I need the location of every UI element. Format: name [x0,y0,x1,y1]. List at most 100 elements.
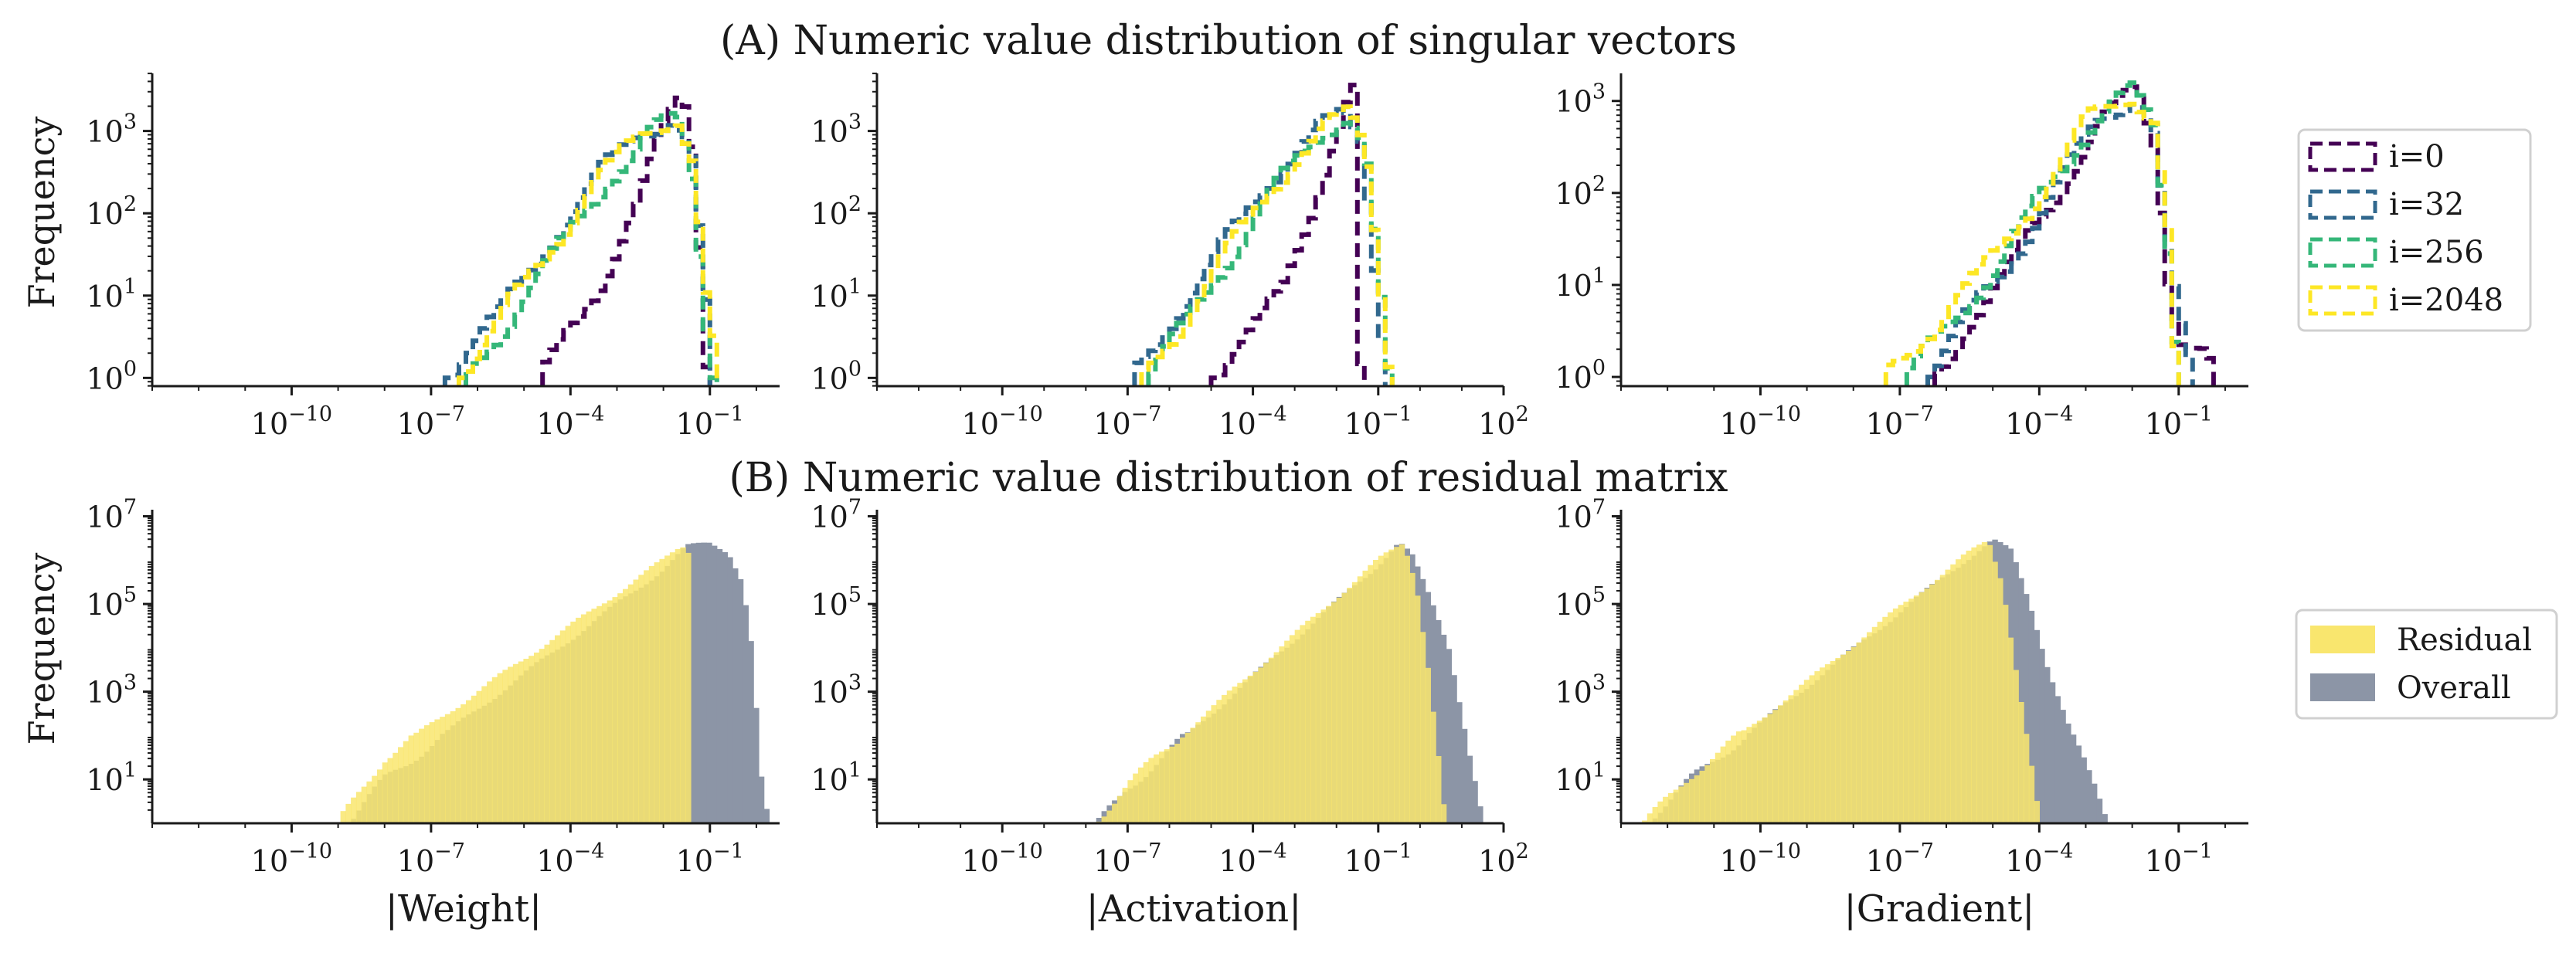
y-tick-label: 101 [86,758,137,797]
hist-bar [1652,807,1658,823]
hist-bar [1133,773,1139,823]
hist-bar [1956,559,1962,823]
hist-bar [1112,803,1118,823]
hist-bar [669,552,676,823]
x-tick-label: 10−4 [2005,839,2073,878]
hist-bar [345,803,352,823]
hist-bar [508,666,514,823]
x-tick-label: 102 [1478,402,1529,441]
hist-bar [1373,560,1379,823]
hist-bar [1710,759,1716,823]
hist-bar [1383,552,1389,823]
hist-bar [1180,737,1186,823]
series-line [540,95,712,386]
hist-bar [1735,731,1742,823]
hist-bar [1657,801,1664,823]
figure-title-b: (B) Numeric value distribution of residu… [729,455,1728,501]
hist-bar [1809,675,1815,823]
legend-row-a[interactable]: i=0 i=32 i=256 i=2048 [2297,128,2532,332]
hist-bar [638,575,644,823]
series-line [457,123,719,386]
xlabel-activation: |Activation| [1086,887,1302,931]
legend-label-overall: Overall [2397,670,2511,706]
hist-bar [586,611,592,823]
hist-bar [1201,716,1207,823]
ylabel-row-b: Frequency [21,553,63,745]
legend-label-i2048: i=2048 [2389,283,2503,318]
hist-bar [712,545,718,823]
x-tick-label: 10−10 [251,402,332,441]
hist-bar [1856,642,1862,823]
series-a2-i0 [1208,83,1367,386]
x-tick-label: 10−4 [536,402,604,441]
hist-bar [758,776,765,823]
hist-bar [377,769,383,823]
hist-bar [1205,711,1212,823]
hist-bar [1850,646,1857,823]
hist-bar [1918,592,1925,823]
y-tick-label: 105 [1555,583,1606,622]
hist-bar [1190,727,1196,823]
hist-bar [1835,658,1841,823]
hist-bar [544,644,550,823]
hist-bar [695,542,702,823]
x-tick-label: 10−1 [2145,839,2213,878]
hist-bar [1929,584,1935,823]
legend-label-i32: i=32 [2389,187,2464,222]
hist-bar [372,775,378,823]
xlabel-gradient: |Gradient| [1844,887,2035,931]
hist-bar [1867,632,1873,823]
hist-bar [1877,622,1883,823]
hist-bar [2065,723,2071,823]
x-tick-label: 10−1 [1344,402,1412,441]
hist-bar [1232,687,1238,823]
hist-bar [1913,595,1920,823]
hist-bar [1992,561,1998,823]
x-tick-label: 10−10 [251,839,332,878]
hist-bar [440,717,446,823]
hist-bar [2034,629,2040,823]
series-line [1883,101,2181,386]
hist-bar [403,741,410,823]
series-a3-i256 [1904,80,2181,386]
hist-bar [1950,564,1956,823]
hist-bar [675,549,681,823]
hist-bar [450,711,457,823]
hist-bar [1122,788,1128,823]
x-tick-label: 10−1 [2145,402,2213,441]
hist-bar [1101,816,1107,823]
hist-bar [1814,671,1820,823]
legend-row-b[interactable]: Residual Overall [2295,609,2558,720]
y-tick-label: 102 [86,192,137,231]
hist-bar [502,670,508,823]
hist-bar [1882,616,1888,823]
hist-bar [455,707,461,823]
hist-bar [680,547,686,823]
hist-bar [1840,654,1847,823]
y-tick-label: 102 [1555,172,1606,211]
hist-bar [1871,626,1878,823]
hist-bar [1415,595,1421,823]
hist-bar [413,732,420,823]
y-tick-label: 100 [811,357,861,395]
panel-a1: 10−10 10−7 10−4 10−1 100 101 102 103 [86,73,780,441]
hist-bar [706,542,712,823]
hist-bar [1347,588,1353,823]
hist-bar [1388,549,1395,823]
hist-bar [1830,661,1837,823]
hist-bar [1137,767,1144,823]
x-tick-label: 10−10 [1720,402,1801,441]
hist-bar [1799,684,1805,823]
hist-bar [423,725,430,823]
y-tick-label: 101 [86,275,137,314]
hist-bar [1746,727,1752,823]
hist-bar [763,809,770,823]
hist-bar [716,549,723,823]
hist-bar [398,747,404,823]
hist-bar [1477,806,1483,823]
hist-bar [1752,724,1758,823]
hist-bar [1315,613,1322,823]
y-tick-label: 105 [811,583,861,622]
hist-bar [1715,752,1721,823]
